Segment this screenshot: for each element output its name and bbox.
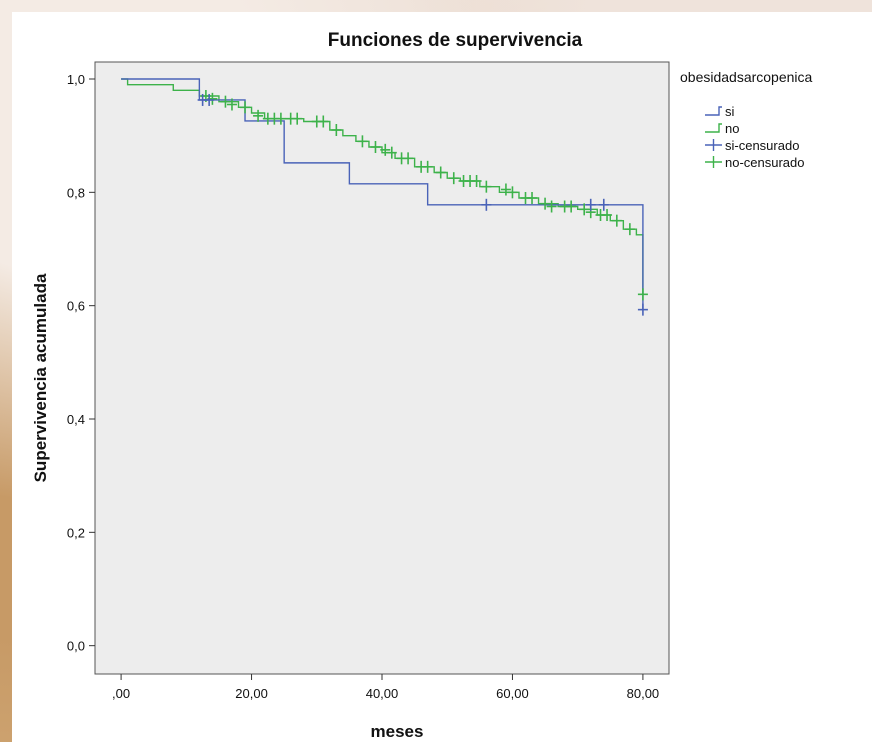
censor-mark-no: [226, 98, 237, 111]
x-tick-label: 40,00: [366, 686, 399, 701]
axes: ,00 20,00 40,00 60,00 80,00 0,0 0,2 0,4 0,6 0,8 1,…: [67, 72, 659, 701]
censor-mark-no: [579, 203, 590, 216]
y-tick-label: 0,2: [67, 525, 85, 540]
censor-mark-no: [331, 124, 342, 136]
censor-mark-no: [500, 183, 511, 196]
censor-mark-no: [566, 200, 577, 213]
censor-mark-si: [585, 198, 596, 211]
legend-item: si: [705, 104, 735, 119]
censor-mark-no: [637, 288, 648, 301]
censor-mark-no: [540, 197, 551, 210]
censor-mark-no: [546, 200, 557, 213]
censor-mark-no: [403, 152, 414, 165]
censor-mark-no: [611, 214, 622, 227]
y-tick-label: 0,6: [67, 299, 85, 314]
legend-item: si-censurado: [705, 138, 799, 153]
censor-mark-no: [481, 180, 492, 193]
y-tick-label: 0,0: [67, 639, 85, 654]
censor-mark-si: [637, 303, 648, 316]
x-tick-label: 60,00: [496, 686, 529, 701]
censor-mark-no: [435, 166, 446, 179]
legend-item: no: [705, 121, 739, 136]
plot-area: [94, 61, 670, 675]
y-tick-label: 0,8: [67, 185, 85, 200]
censor-mark-no: [380, 143, 391, 156]
censor-mark-no: [357, 135, 368, 148]
censor-mark-no: [471, 175, 482, 187]
censor-mark-no: [253, 109, 264, 122]
censor-mark-si: [598, 198, 609, 211]
x-axis-label: meses: [371, 722, 424, 741]
legend-label: no-censurado: [725, 155, 805, 170]
censor-mark-no: [318, 115, 329, 128]
legend-label: si-censurado: [725, 138, 799, 153]
censor-mark-no: [240, 101, 251, 114]
censor-mark-no: [386, 146, 397, 159]
censor-mark-no: [527, 192, 538, 204]
censor-mark-si: [481, 198, 492, 211]
legend-label: no: [725, 121, 739, 136]
chart-title: Funciones de supervivencia: [328, 30, 583, 51]
y-axis-label: Supervivencia acumulada: [31, 273, 50, 482]
legend-title: obesidadsarcopenica: [680, 69, 813, 85]
legend-swatch: [705, 123, 722, 133]
x-tick-label: 80,00: [627, 686, 660, 701]
legend: obesidadsarcopenica si no si-censurado no-c…: [680, 69, 813, 170]
censor-mark-no: [624, 223, 635, 236]
x-tick-label: 20,00: [235, 686, 268, 701]
legend-item: no-censurado: [705, 155, 805, 170]
y-tick-label: 1,0: [67, 72, 85, 87]
censor-mark-no: [448, 172, 459, 185]
censor-mark-no: [220, 95, 231, 108]
censor-mark-no: [275, 112, 286, 125]
censor-mark-no: [507, 186, 518, 199]
y-tick-label: 0,4: [67, 412, 85, 427]
x-tick-label: ,00: [112, 686, 130, 701]
censor-mark-no: [422, 160, 433, 173]
series-layer: [121, 78, 648, 316]
legend-swatch: [705, 106, 722, 116]
legend-label: si: [725, 104, 735, 119]
censor-mark-no: [602, 209, 613, 221]
censor-mark-no: [370, 141, 381, 153]
censor-mark-si: [204, 93, 215, 106]
censor-mark-no: [292, 112, 303, 125]
